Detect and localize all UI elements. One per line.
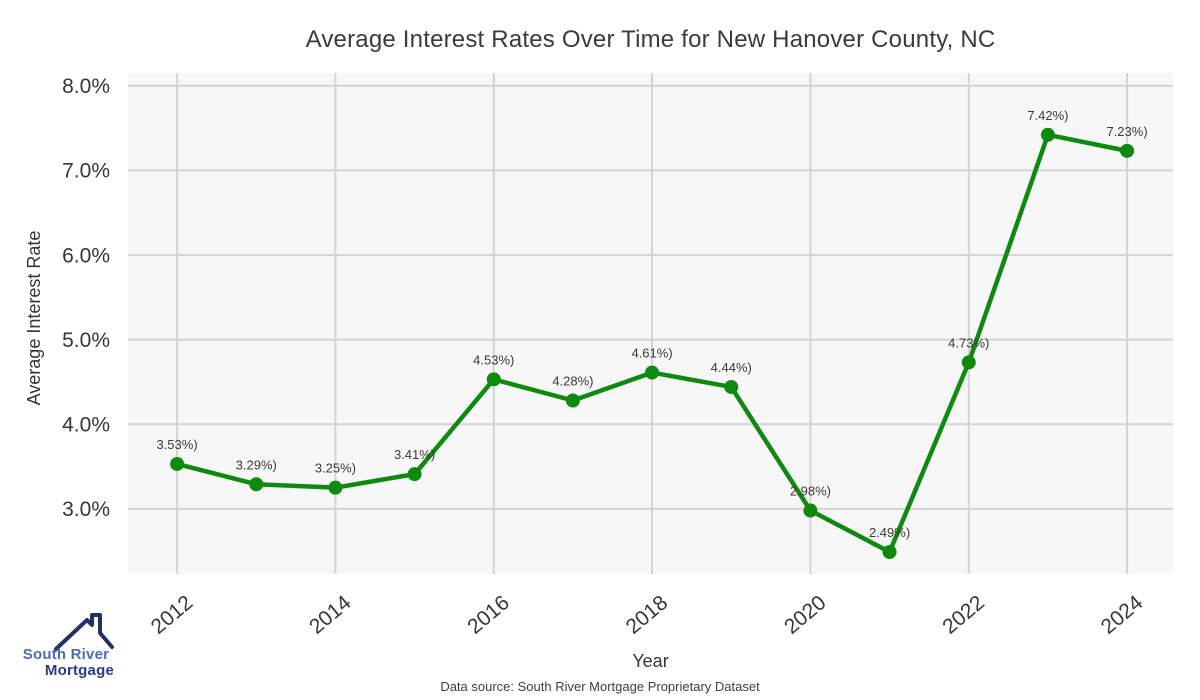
point-value-label: 2.49%) [869,525,910,540]
point-value-label: 4.73%) [948,335,989,350]
x-tick-label: 2020 [780,591,831,639]
y-tick-label: 8.0% [62,75,110,98]
data-point-2012 [170,456,185,471]
data-point-2017 [565,393,580,408]
point-value-label: 3.29%) [236,457,277,472]
point-value-label: 7.23%) [1106,124,1147,139]
logo-text-south-river: South River [22,646,110,663]
point-value-label: 3.53%) [156,437,197,452]
data-point-2022 [961,355,976,370]
data-point-2024 [1120,143,1135,158]
point-value-label: 4.53%) [473,352,514,367]
x-tick-label: 2012 [147,591,198,639]
y-tick-label: 5.0% [62,329,110,352]
point-value-label: 3.41%) [394,447,435,462]
data-point-2020 [803,503,818,518]
y-axis-title: Average Interest Rate [24,230,44,406]
point-value-label: 2.98%) [790,484,831,499]
data-point-2021 [882,544,897,559]
y-tick-label: 7.0% [62,160,110,183]
x-tick-label: 2024 [1097,591,1148,639]
point-value-label: 4.61%) [631,346,672,361]
data-point-2018 [645,365,660,380]
data-point-2019 [724,379,739,394]
data-point-2015 [407,467,422,482]
plot-area [128,73,1173,574]
point-value-label: 4.28%) [552,374,593,389]
point-value-label: 3.25%) [315,461,356,476]
point-value-label: 7.42%) [1027,108,1068,123]
data-point-2013 [249,477,264,492]
x-axis-title: Year [632,651,669,671]
chart-title: Average Interest Rates Over Time for New… [305,26,996,53]
y-tick-label: 3.0% [62,498,110,521]
x-tick-label: 2016 [463,591,514,639]
logo-text-mortgage: Mortgage [44,662,114,679]
data-point-2023 [1040,127,1055,142]
data-point-2016 [486,372,501,387]
x-tick-label: 2022 [938,591,989,639]
data-point-2014 [328,480,343,495]
x-tick-label: 2014 [305,591,356,639]
data-source-note: Data source: South River Mortgage Propri… [440,679,760,694]
y-tick-label: 6.0% [62,244,110,267]
x-tick-label: 2018 [622,591,673,639]
point-value-label: 4.44%) [711,360,752,375]
y-tick-label: 4.0% [62,414,110,437]
house-roof-icon [54,613,114,651]
